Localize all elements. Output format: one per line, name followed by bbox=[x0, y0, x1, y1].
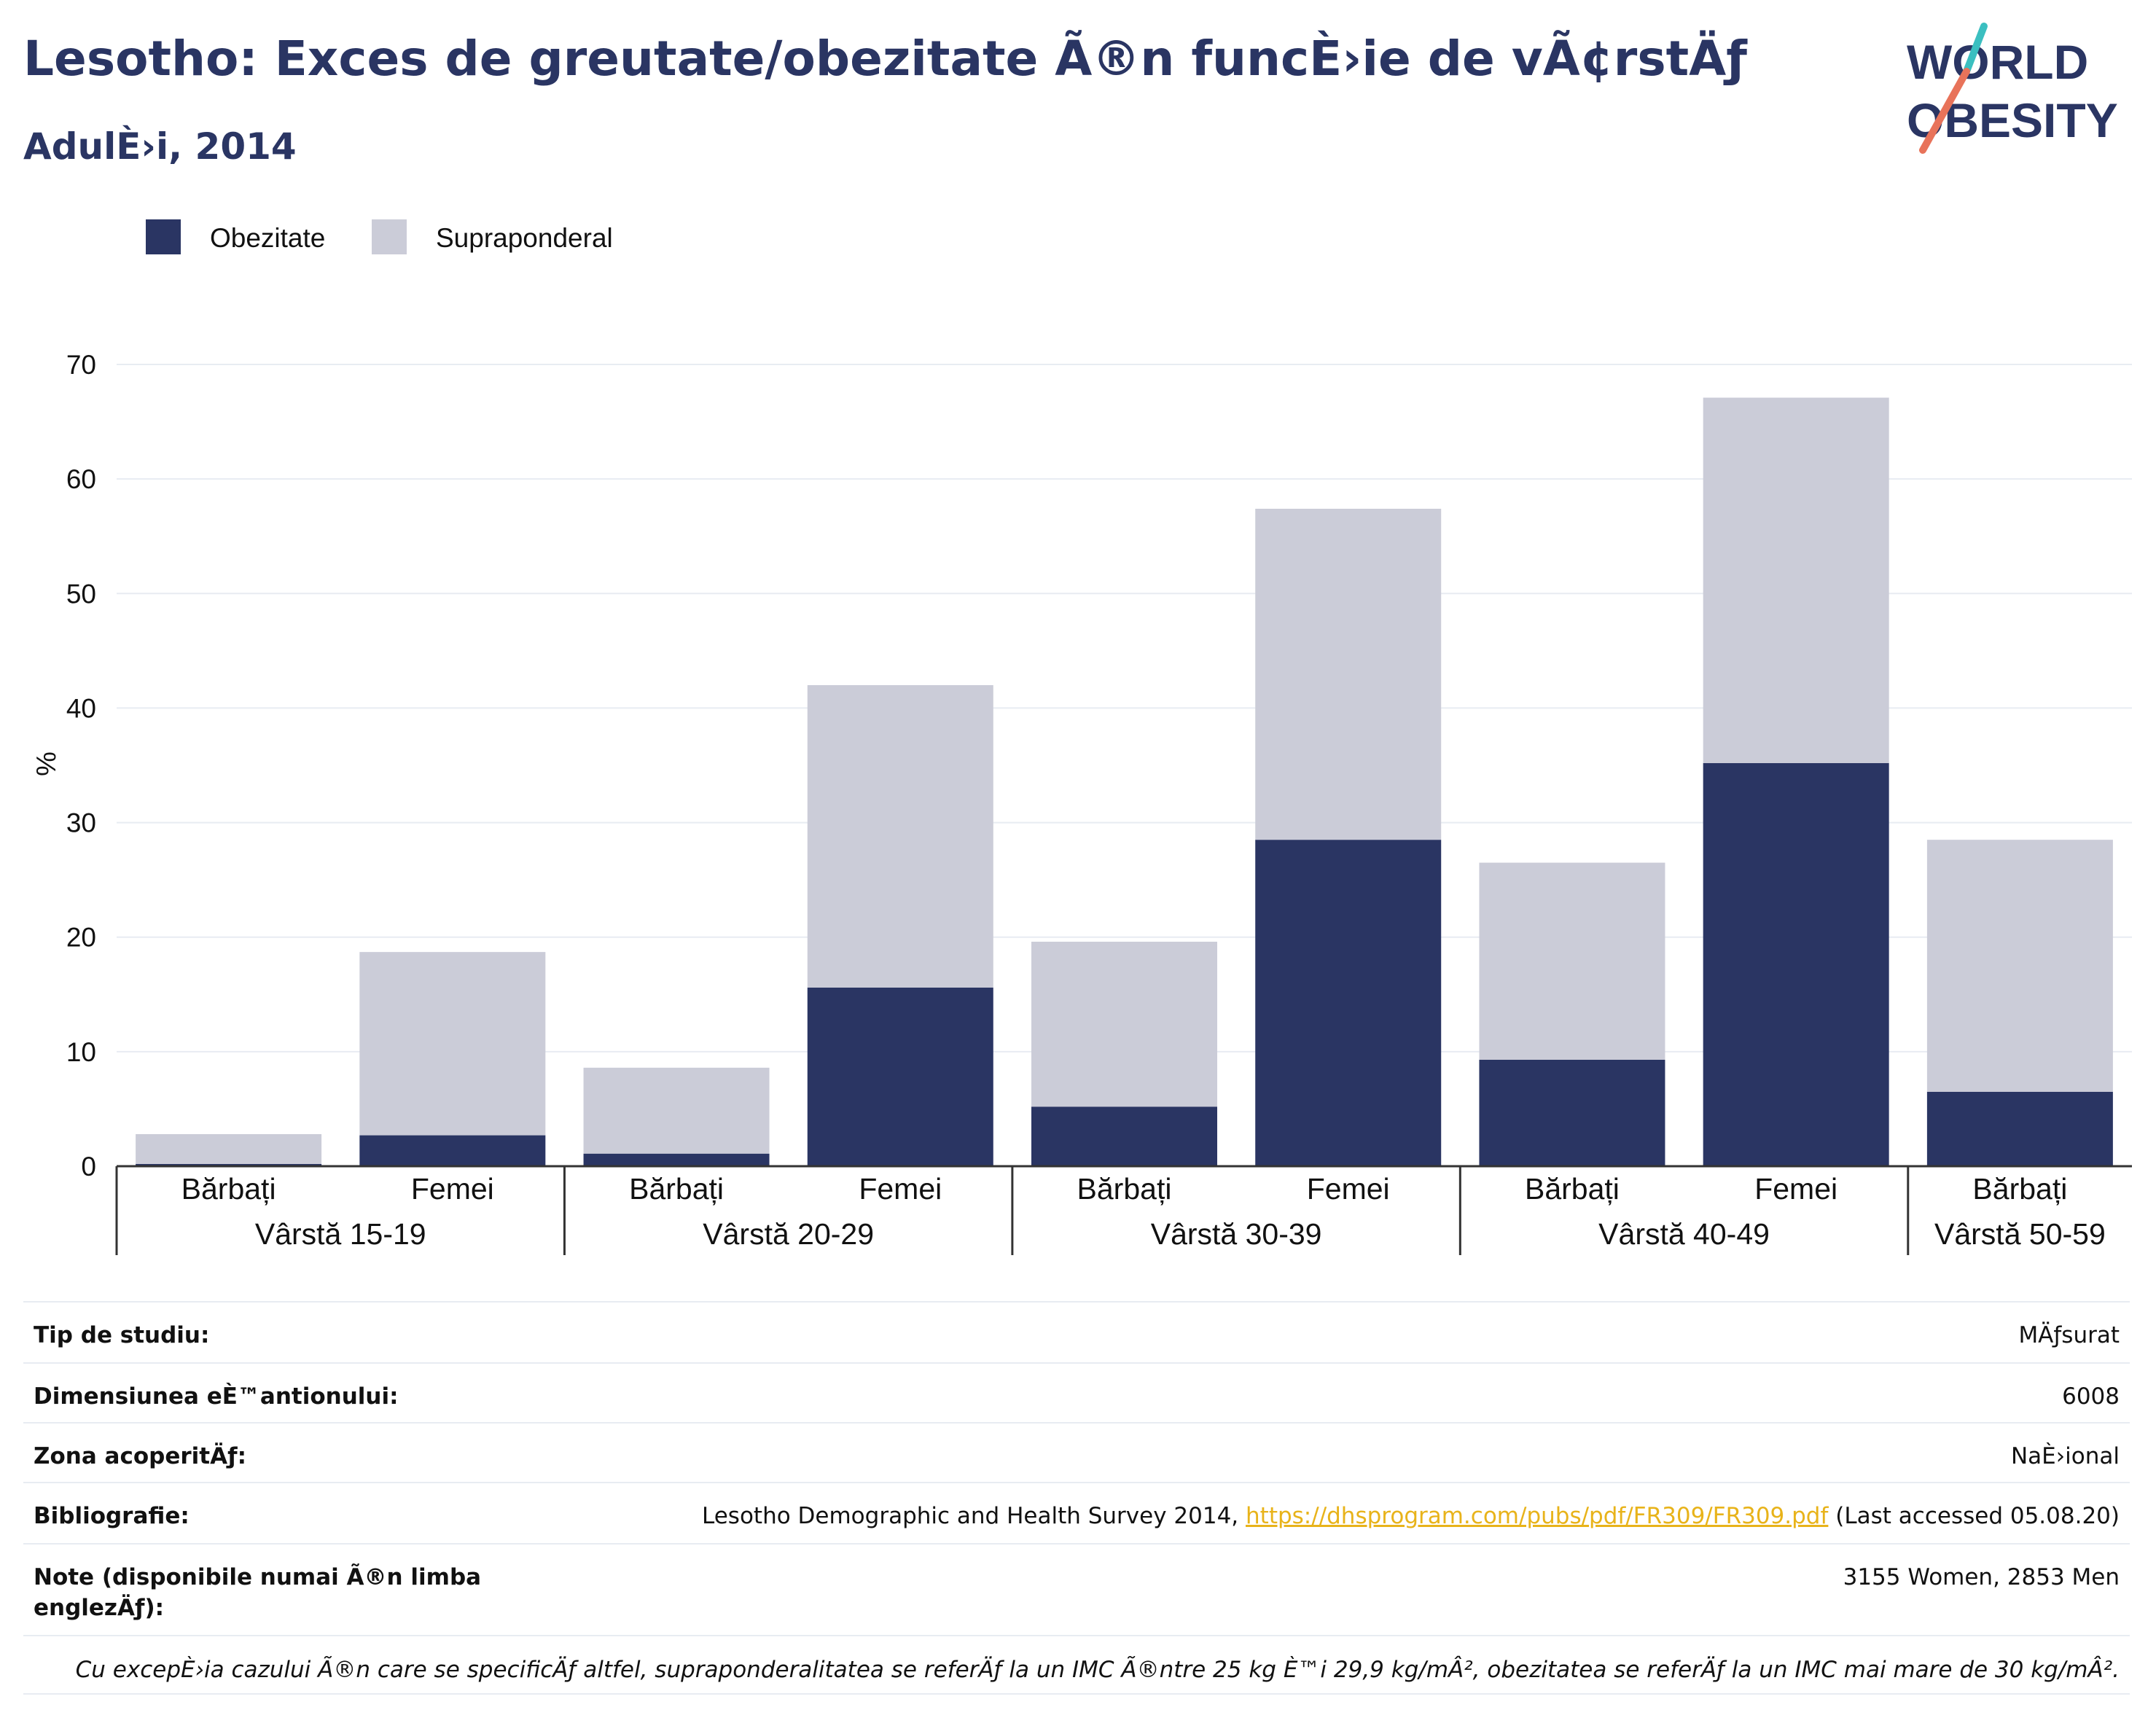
y-axis-label: % bbox=[31, 751, 62, 776]
info-value: MÄƒsurat bbox=[2018, 1322, 2120, 1348]
legend: Obezitate Supraponderal bbox=[146, 219, 613, 254]
info-value: Lesotho Demographic and Health Survey 20… bbox=[702, 1501, 2120, 1531]
bar-obesity bbox=[1255, 840, 1442, 1166]
x-tick-label: Femei bbox=[859, 1172, 942, 1206]
page-subtitle: AdulÈ›i, 2014 bbox=[23, 125, 297, 168]
bar-overweight bbox=[1031, 942, 1217, 1107]
bar-overweight bbox=[1479, 862, 1665, 1060]
x-tick-label: Femei bbox=[1307, 1172, 1390, 1206]
page-title: Lesotho: Exces de greutate/obezitate Ã®n… bbox=[23, 31, 1747, 87]
info-label: Zona acoperitÄƒ: bbox=[34, 1443, 246, 1469]
x-tick-label: Femei bbox=[411, 1172, 494, 1206]
logo-slash-teal bbox=[1963, 23, 1988, 75]
y-tick-label: 70 bbox=[66, 350, 96, 380]
info-row-study-type: Tip de studiu: MÄƒsurat bbox=[23, 1301, 2130, 1362]
bar-overweight bbox=[807, 685, 993, 988]
bar-obesity bbox=[807, 987, 993, 1166]
bar-overweight bbox=[1926, 840, 2113, 1092]
x-group-label: Vârstă 50-59 bbox=[1934, 1217, 2106, 1251]
bars bbox=[136, 397, 2113, 1166]
legend-label-obesity: Obezitate bbox=[210, 223, 325, 253]
bar-obesity bbox=[1479, 1059, 1665, 1166]
legend-label-overweight: Supraponderal bbox=[436, 223, 613, 253]
x-tick-label: Bărbați bbox=[1972, 1172, 2067, 1206]
bar-obesity bbox=[136, 1163, 322, 1166]
bar-obesity bbox=[1926, 1091, 2113, 1166]
info-label: Note (disponibile numai Ã®n limba englez… bbox=[34, 1564, 482, 1621]
info-row-coverage: Zona acoperitÄƒ: NaÈ›ional bbox=[23, 1422, 2130, 1482]
y-tick-label: 0 bbox=[81, 1152, 96, 1182]
logo-line-1: WORLD bbox=[1907, 35, 2088, 89]
x-tick-label: Bărbați bbox=[1525, 1172, 1620, 1206]
info-row-notes: Note (disponibile numai Ã®n limba englez… bbox=[23, 1543, 2130, 1635]
logo-slash-coral bbox=[1919, 68, 1970, 154]
x-group-label: Vârstă 30-39 bbox=[1151, 1217, 1322, 1251]
y-tick-label: 40 bbox=[66, 693, 96, 723]
bar-chart: Obezitate Supraponderal % 0 10 20 30 40 50 60 7… bbox=[31, 219, 2132, 1255]
bar-obesity bbox=[1031, 1106, 1217, 1166]
bibliography-link[interactable]: https://dhsprogram.com/pubs/pdf/FR309/FR… bbox=[1246, 1503, 1829, 1529]
bar-overweight bbox=[583, 1067, 770, 1154]
x-group-label: Vârstă 20-29 bbox=[703, 1217, 874, 1251]
info-table: Tip de studiu: MÄƒsurat Dimensiunea eÈ™a… bbox=[23, 1301, 2130, 1695]
bar-overweight bbox=[359, 952, 546, 1136]
bibliography-accessed: (Last accessed 05.08.20) bbox=[1828, 1503, 2120, 1529]
info-label: Bibliografie: bbox=[34, 1503, 190, 1529]
bibliography-text: Lesotho Demographic and Health Survey 20… bbox=[702, 1503, 1246, 1529]
info-value: 6008 bbox=[2062, 1383, 2120, 1410]
info-label: Tip de studiu: bbox=[34, 1322, 210, 1348]
info-row-bibliography: Bibliografie: Lesotho Demographic and He… bbox=[23, 1482, 2130, 1543]
info-label: Dimensiunea eÈ™antionului: bbox=[34, 1383, 399, 1410]
legend-swatch-obesity bbox=[146, 219, 181, 254]
x-group-label: Vârstă 15-19 bbox=[255, 1217, 426, 1251]
y-tick-label: 50 bbox=[66, 579, 96, 609]
y-tick-label: 10 bbox=[66, 1037, 96, 1067]
y-tick-label: 30 bbox=[66, 808, 96, 838]
x-axis: Bărbați Femei Vârstă 15-19 Bărbați Femei Vârs… bbox=[115, 1165, 2132, 1255]
bar-obesity bbox=[1703, 762, 1889, 1166]
bar-overweight bbox=[1703, 397, 1889, 763]
bar-overweight bbox=[1255, 509, 1442, 840]
info-value: 3155 Women, 2853 Men bbox=[1843, 1564, 2120, 1590]
x-tick-label: Bărbați bbox=[1077, 1172, 1172, 1206]
x-group-label: Vârstă 40-49 bbox=[1598, 1217, 1770, 1251]
x-tick-label: Femei bbox=[1754, 1172, 1837, 1206]
legend-swatch-overweight bbox=[372, 219, 407, 254]
x-tick-label: Bărbați bbox=[181, 1172, 276, 1206]
y-tick-label: 20 bbox=[66, 923, 96, 953]
info-row-sample-size: Dimensiunea eÈ™antionului: 6008 bbox=[23, 1362, 2130, 1422]
bar-obesity bbox=[359, 1135, 546, 1166]
footnote: Cu excepÈ›ia cazului Ã®n care se specifi… bbox=[23, 1635, 2130, 1695]
x-tick-label: Bărbați bbox=[629, 1172, 724, 1206]
world-obesity-logo: WORLD OBESITY bbox=[1907, 23, 2118, 154]
info-value: NaÈ›ional bbox=[2010, 1443, 2120, 1469]
y-tick-label: 60 bbox=[66, 464, 96, 494]
bar-overweight bbox=[136, 1134, 322, 1164]
bar-obesity bbox=[583, 1153, 770, 1166]
